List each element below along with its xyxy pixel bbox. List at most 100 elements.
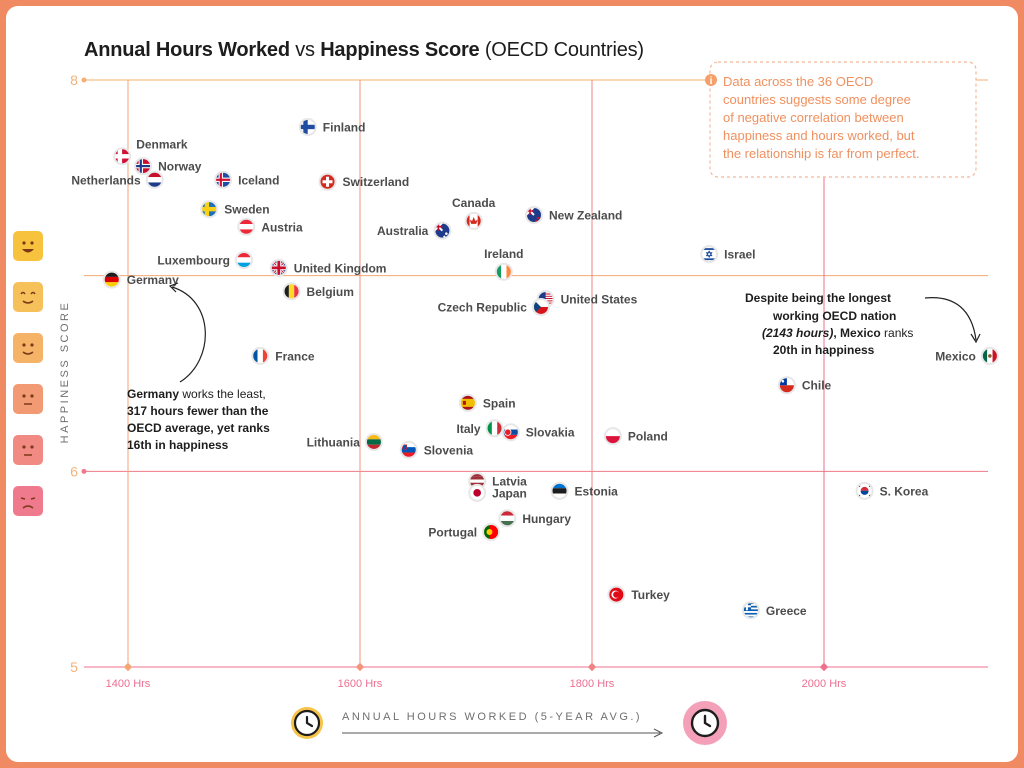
country-label: Greece	[766, 604, 807, 618]
country-label: Canada	[452, 196, 496, 210]
country-label: Lithuania	[307, 435, 361, 449]
flag-marker-belgium	[282, 282, 301, 301]
flag-marker-denmark	[113, 147, 132, 166]
country-label: Switzerland	[343, 175, 410, 189]
country-label: Luxembourg	[157, 254, 230, 268]
gridline-marker	[819, 662, 829, 672]
country-label: Norway	[158, 160, 202, 174]
x-tick-label: 1800 Hrs	[570, 678, 615, 690]
gridline-marker	[587, 662, 597, 672]
insight-callout: i Data across the 36 OECD countries sugg…	[705, 61, 977, 178]
clock-icon-left	[291, 707, 323, 739]
mexico-note-line: 20th in happiness	[773, 343, 875, 357]
x-axis-title-group: ANNUAL HOURS WORKED (5-YEAR AVG.)	[291, 701, 727, 745]
germany-note-line: OECD average, yet ranks	[127, 421, 270, 435]
clock-icon-right	[683, 701, 727, 745]
mexico-note-line: working OECD nation	[772, 309, 896, 323]
mexico-note-line: (2143 hours), Mexico ranks	[762, 326, 913, 340]
country-label: Spain	[483, 396, 516, 410]
country-label: Austria	[261, 220, 303, 234]
germany-annotation: Germany works the least, 317 hours fewer…	[127, 282, 270, 452]
callout-line: of negative correlation between	[723, 110, 904, 125]
y-tick-label: 8	[70, 72, 78, 88]
germany-note-line: 16th in happiness	[127, 438, 229, 452]
happiness-emoji-scale	[13, 231, 43, 516]
emoji-face-icon	[13, 384, 43, 414]
country-label: Slovenia	[424, 443, 474, 457]
flag-marker-canada	[464, 211, 483, 230]
emoji-face-icon	[13, 435, 43, 465]
flag-marker-newzealand	[525, 206, 543, 225]
country-label: United States	[561, 293, 638, 307]
data-points: Finland Denmark Norway Netherlands Iceland Sw…	[71, 117, 999, 620]
country-label: Italy	[457, 422, 481, 436]
flag-marker-korea	[855, 481, 874, 500]
flag-marker-switzerland	[318, 172, 337, 191]
emoji-face-icon	[13, 231, 43, 261]
country-label: Portugal	[428, 525, 477, 539]
flag-marker-chile	[777, 376, 796, 395]
flag-marker-australia	[433, 221, 452, 240]
gridline-dot	[81, 468, 87, 474]
callout-line: Data across the 36 OECD	[723, 74, 873, 89]
country-label: Finland	[323, 120, 366, 134]
flag-marker-italy	[485, 419, 504, 438]
gridline-dot	[81, 77, 87, 83]
gridline-marker	[355, 662, 365, 672]
flag-marker-poland	[603, 427, 622, 446]
flag-marker-austria	[237, 217, 256, 236]
callout-line: countries suggests some degree	[723, 92, 911, 107]
axis-ticks: 1400 Hrs 1600 Hrs 1800 Hrs 2000 Hrs 5 6 8	[70, 72, 847, 690]
flag-marker-finland	[298, 117, 317, 136]
country-label: Czech Republic	[438, 300, 528, 314]
country-label: France	[275, 349, 315, 363]
callout-line: happiness and hours worked, but	[723, 128, 915, 143]
country-label: Estonia	[575, 484, 619, 498]
germany-note-line: 317 hours fewer than the	[127, 404, 269, 418]
country-label: Israel	[724, 248, 755, 262]
flag-marker-japan	[468, 483, 487, 502]
country-label: Chile	[802, 379, 832, 393]
x-axis-title: ANNUAL HOURS WORKED (5-YEAR AVG.)	[342, 711, 642, 723]
flag-marker-netherlands	[145, 170, 164, 189]
country-label: Latvia	[492, 475, 527, 489]
flag-marker-slovakia	[501, 423, 520, 442]
flag-marker-spain	[458, 393, 477, 412]
flag-marker-hungary	[498, 509, 517, 528]
flag-marker-turkey	[607, 585, 626, 604]
flag-marker-france	[251, 346, 270, 365]
x-tick-label: 1400 Hrs	[106, 678, 151, 690]
flag-marker-greece	[741, 601, 760, 620]
country-label: Belgium	[307, 285, 354, 299]
flag-marker-portugal	[482, 522, 501, 541]
flag-marker-iceland	[214, 170, 233, 189]
country-label: Netherlands	[71, 173, 141, 187]
country-label: Denmark	[136, 137, 188, 151]
flag-marker-lithuania	[364, 432, 383, 451]
country-label: Poland	[628, 430, 668, 444]
gridlines	[81, 77, 988, 672]
emoji-face-icon	[13, 282, 43, 312]
country-label: Hungary	[522, 512, 571, 526]
country-label: Australia	[377, 224, 429, 238]
country-label: United Kingdom	[294, 261, 387, 275]
y-tick-label: 5	[70, 659, 78, 675]
callout-line: the relationship is far from perfect.	[723, 146, 920, 161]
mexico-note-line: Despite being the longest	[745, 291, 891, 305]
flag-marker-israel	[700, 245, 719, 264]
germany-arrow	[171, 286, 206, 383]
flag-marker-ireland	[494, 262, 513, 281]
country-label: Mexico	[935, 349, 976, 363]
chart-title: Annual Hours Worked vs Happiness Score (…	[84, 39, 644, 61]
germany-note-line: Germany works the least,	[127, 387, 266, 401]
emoji-face-icon	[13, 486, 43, 516]
country-label: New Zealand	[549, 209, 622, 223]
country-label: S. Korea	[880, 484, 929, 498]
svg-text:i: i	[710, 76, 713, 87]
country-label: Iceland	[238, 173, 279, 187]
country-label: Sweden	[224, 203, 269, 217]
mexico-annotation: Despite being the longest working OECD n…	[745, 291, 981, 357]
x-tick-label: 1600 Hrs	[338, 678, 383, 690]
flag-marker-czech	[531, 297, 550, 316]
flag-marker-luxembourg	[235, 251, 253, 270]
